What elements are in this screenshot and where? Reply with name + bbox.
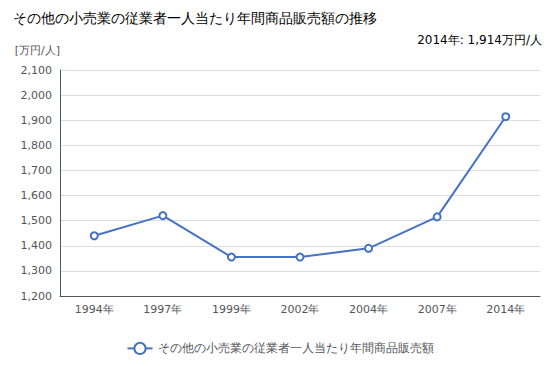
- svg-text:1,300: 1,300: [21, 264, 53, 277]
- svg-text:2002年: 2002年: [281, 303, 320, 316]
- svg-text:1,700: 1,700: [21, 164, 53, 177]
- svg-text:[万円/人]: [万円/人]: [15, 44, 60, 57]
- svg-text:1997年: 1997年: [143, 303, 182, 316]
- svg-text:2014年: 2014年: [486, 303, 525, 316]
- svg-text:1,600: 1,600: [21, 189, 53, 202]
- svg-text:2,100: 2,100: [21, 64, 53, 77]
- svg-text:1,900: 1,900: [21, 114, 53, 127]
- svg-text:1999年: 1999年: [212, 303, 251, 316]
- svg-text:1,200: 1,200: [21, 290, 53, 303]
- svg-text:1,800: 1,800: [21, 139, 53, 152]
- svg-text:2004年: 2004年: [349, 303, 388, 316]
- svg-text:その他の小売業の従業者一人当たり年間商品販売額: その他の小売業の従業者一人当たり年間商品販売額: [158, 341, 434, 355]
- svg-text:2,000: 2,000: [21, 89, 53, 102]
- svg-text:1,400: 1,400: [21, 239, 53, 252]
- svg-text:1,500: 1,500: [21, 214, 53, 227]
- svg-text:2014年: 1,914万円/人: 2014年: 1,914万円/人: [417, 33, 542, 47]
- svg-text:2007年: 2007年: [418, 303, 457, 316]
- svg-text:その他の小売業の従業者一人当たり年間商品販売額の推移: その他の小売業の従業者一人当たり年間商品販売額の推移: [13, 10, 377, 26]
- svg-text:1994年: 1994年: [75, 303, 114, 316]
